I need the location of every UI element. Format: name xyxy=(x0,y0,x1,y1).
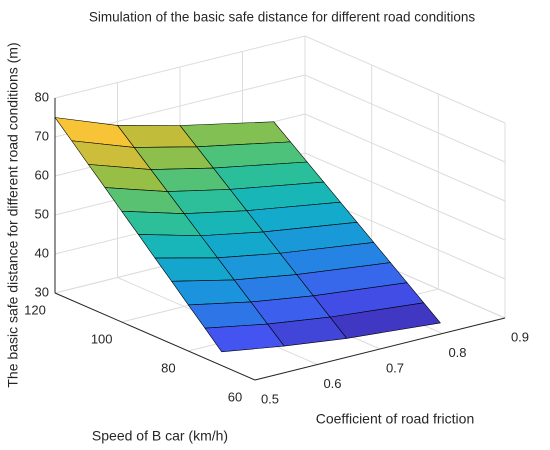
chart-title: Simulation of the basic safe distance fo… xyxy=(89,10,475,25)
z-tick-label: 60 xyxy=(35,167,49,182)
x-tick-label: 0.5 xyxy=(261,391,279,406)
y-tick-label: 60 xyxy=(228,389,242,404)
y-tick-label: 100 xyxy=(91,331,113,346)
y-axis xyxy=(54,292,256,381)
x-tick-label: 0.7 xyxy=(386,360,404,375)
x-axis xyxy=(254,317,506,381)
y-axis-label: Speed of B car (km/h) xyxy=(92,428,228,444)
x-tick-label: 0.8 xyxy=(448,345,466,360)
z-tick-label: 80 xyxy=(35,89,49,104)
surface-patch xyxy=(204,323,285,353)
z-tick-label: 30 xyxy=(35,284,49,299)
z-tick-label: 70 xyxy=(35,128,49,143)
x-axis-label: Coefficient of road friction xyxy=(316,411,475,427)
z-axis-label: The basic safe distance for different ro… xyxy=(5,42,21,387)
x-tick-label: 0.6 xyxy=(323,376,341,391)
z-tick-label: 40 xyxy=(35,245,49,260)
z-tick-label: 50 xyxy=(35,206,49,221)
y-tick-label: 80 xyxy=(161,360,175,375)
y-tick-label: 120 xyxy=(24,302,46,317)
x-tick-label: 0.9 xyxy=(511,329,529,344)
